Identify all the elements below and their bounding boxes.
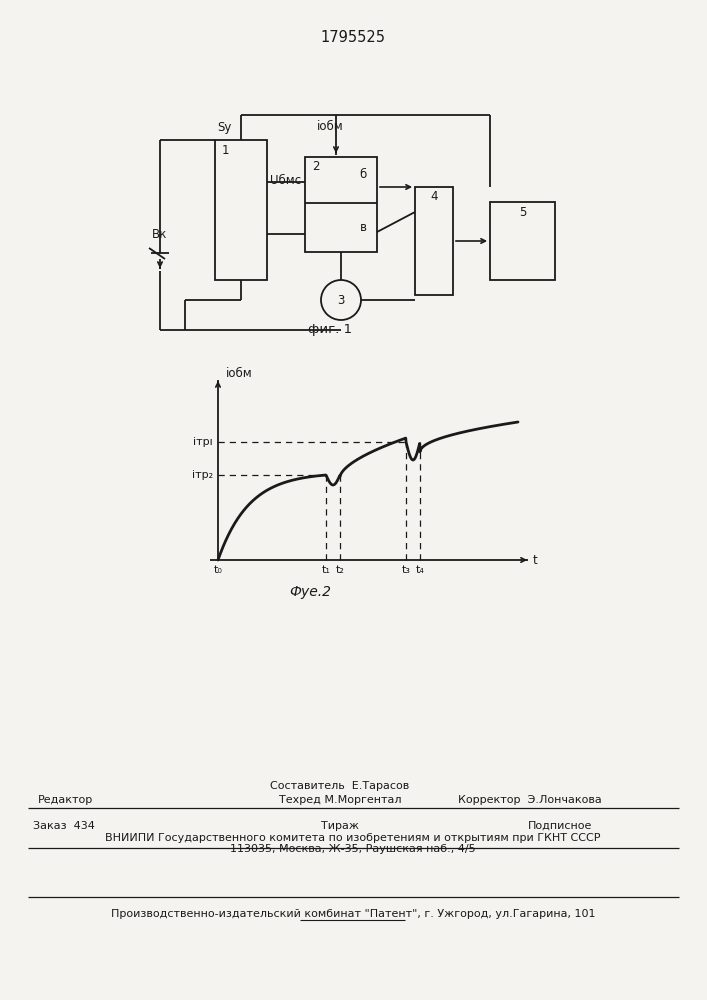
Bar [305,157,377,252]
Text: t₃: t₃ [402,565,411,575]
Text: Корректор  Э.Лончакова: Корректор Э.Лончакова [458,795,602,805]
Text: Редактор: Редактор [38,795,93,805]
Text: Фуе.2: Фуе.2 [289,585,331,599]
Text: 3: 3 [337,294,345,306]
Text: Подписное: Подписное [528,821,592,831]
Text: Заказ  434: Заказ 434 [33,821,95,831]
Bar [215,140,267,280]
Bar [490,202,555,280]
Text: 1: 1 [222,143,230,156]
Text: iобм: iобм [226,367,252,380]
Text: 5: 5 [519,206,526,219]
Text: iтр₂: iтр₂ [192,470,213,480]
Text: Sу: Sу [217,121,231,134]
Text: t₂: t₂ [336,565,344,575]
Text: 113035, Москва, Ж-35, Раушская наб., 4/5: 113035, Москва, Ж-35, Раушская наб., 4/5 [230,844,476,854]
Text: фиг. 1: фиг. 1 [308,324,352,336]
Bar [415,187,453,295]
Text: t₁: t₁ [322,565,330,575]
Text: Составитель  Е.Тарасов: Составитель Е.Тарасов [270,781,409,791]
Text: в: в [359,221,366,234]
Text: 1795525: 1795525 [320,30,385,45]
Circle shape [321,280,361,320]
Text: t₀: t₀ [214,565,223,575]
Text: Uбмс: Uбмс [270,174,301,186]
Text: t: t [533,554,538,568]
Text: 4: 4 [431,190,438,204]
Text: Производственно-издательский комбинат "Патент", г. Ужгород, ул.Гагарина, 101: Производственно-издательский комбинат "П… [111,909,595,919]
Text: t₄: t₄ [416,565,424,575]
Text: б: б [359,168,367,182]
Text: Тираж: Тираж [321,821,359,831]
Text: iобм: iобм [317,120,344,133]
Text: 2: 2 [312,160,320,174]
Text: Вк: Вк [152,229,168,241]
Text: iтрı: iтрı [193,437,213,447]
Text: Техред М.Моргентал: Техред М.Моргентал [279,795,402,805]
Text: ВНИИПИ Государственного комитета по изобретениям и открытиям при ГКНТ СССР: ВНИИПИ Государственного комитета по изоб… [105,833,601,843]
